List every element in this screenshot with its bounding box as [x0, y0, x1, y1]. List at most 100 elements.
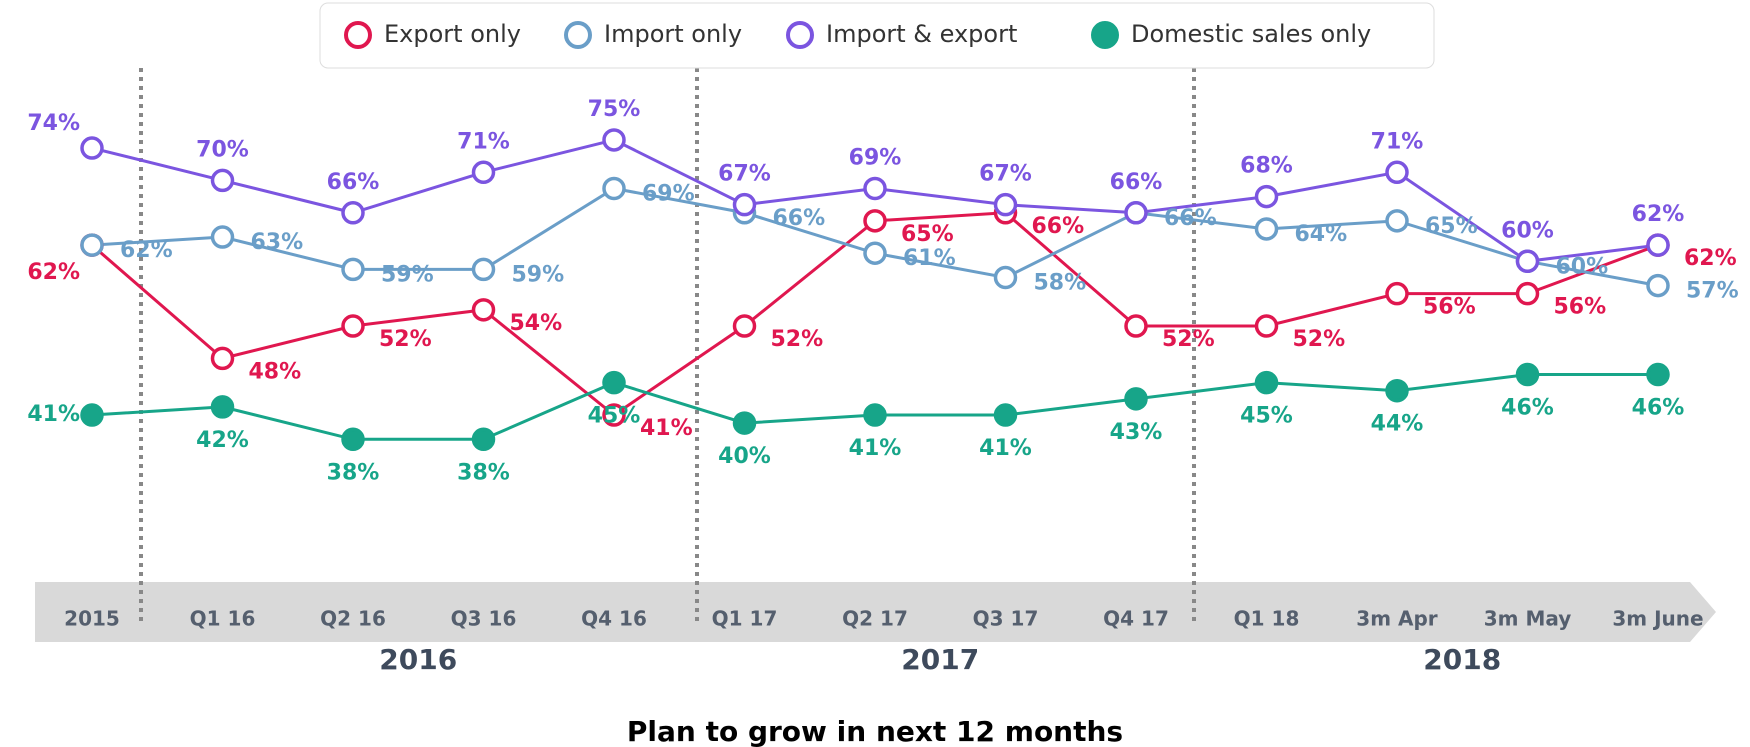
data-label: 62% — [1684, 246, 1737, 271]
x-tick-label: Q1 18 — [1234, 607, 1300, 631]
data-point — [1646, 233, 1670, 257]
data-point — [1646, 362, 1670, 387]
data-label: 75% — [588, 97, 641, 122]
data-label: 43% — [1110, 420, 1163, 445]
data-label: 59% — [381, 262, 434, 287]
x-tick-label: 3m Apr — [1356, 607, 1438, 631]
data-point — [1515, 249, 1540, 274]
data-label: 63% — [251, 230, 304, 255]
data-point — [471, 427, 496, 452]
data-label: 41% — [979, 436, 1032, 461]
data-label: 52% — [379, 327, 432, 352]
data-point — [210, 346, 235, 371]
data-label: 69% — [642, 181, 695, 206]
x-tick-label: Q1 17 — [712, 607, 778, 631]
x-tick-label: 3m May — [1484, 607, 1572, 631]
data-label: 69% — [849, 145, 902, 170]
data-label: 62% — [120, 238, 173, 263]
data-label: 52% — [1293, 327, 1346, 352]
data-label: 67% — [979, 162, 1032, 187]
data-point — [993, 192, 1018, 217]
data-label: 74% — [27, 111, 80, 136]
group-label: 2017 — [901, 643, 979, 676]
data-point — [471, 160, 496, 185]
legend — [319, 2, 1435, 69]
legend-marker — [564, 21, 592, 49]
data-point — [471, 298, 496, 322]
data-label: 38% — [457, 460, 510, 485]
data-label: 57% — [1686, 279, 1739, 304]
x-tick-label: Q2 16 — [320, 607, 386, 631]
data-point — [1124, 387, 1148, 411]
data-point — [210, 395, 235, 419]
data-label: 59% — [512, 262, 565, 287]
data-point — [1646, 273, 1670, 298]
data-point — [210, 168, 235, 193]
data-label: 70% — [196, 137, 249, 162]
data-label: 71% — [1371, 129, 1424, 154]
data-point — [602, 176, 626, 201]
x-tick-label: Q2 17 — [842, 607, 908, 631]
data-label: 45% — [588, 404, 641, 429]
data-point — [341, 427, 365, 452]
data-label: 52% — [1162, 327, 1215, 352]
legend-marker — [1091, 21, 1119, 49]
data-label: 40% — [718, 444, 771, 469]
data-point — [1124, 201, 1148, 225]
data-label: 56% — [1423, 295, 1476, 320]
data-point — [80, 233, 104, 257]
data-point — [732, 411, 757, 435]
data-label: 48% — [249, 359, 302, 384]
data-label: 60% — [1556, 254, 1609, 279]
data-point — [1385, 160, 1409, 185]
data-label: 52% — [771, 327, 824, 352]
data-point — [1515, 362, 1540, 387]
data-label: 66% — [327, 170, 380, 195]
data-point — [1385, 378, 1409, 403]
data-point — [1385, 209, 1409, 233]
data-point — [1385, 281, 1409, 306]
data-point — [863, 403, 887, 427]
chart-title: Plan to grow in next 12 months — [627, 715, 1123, 747]
x-tick-label: Q1 16 — [190, 607, 256, 631]
data-label: 67% — [718, 162, 771, 187]
data-point — [1515, 281, 1540, 306]
data-point — [993, 265, 1018, 290]
data-point — [1254, 184, 1279, 209]
data-label: 66% — [1164, 206, 1217, 231]
data-point — [732, 314, 757, 338]
series-line — [91, 186, 1659, 288]
legend-label: Domestic sales only — [1131, 20, 1371, 48]
data-point — [341, 257, 365, 282]
data-point — [1254, 370, 1279, 395]
data-label: 65% — [1425, 214, 1478, 239]
data-label: 71% — [457, 129, 510, 154]
data-point — [471, 257, 496, 282]
data-point — [602, 403, 626, 427]
x-tick-label: Q4 16 — [581, 607, 647, 631]
data-label: 38% — [327, 460, 380, 485]
data-label: 65% — [901, 222, 954, 247]
legend-label: Import & export — [826, 20, 1017, 48]
data-label: 41% — [640, 416, 693, 441]
data-point — [210, 225, 235, 249]
data-label: 44% — [1371, 412, 1424, 437]
x-tick-label: Q4 17 — [1103, 607, 1169, 631]
legend-label: Export only — [384, 20, 521, 48]
data-point — [1254, 314, 1279, 338]
data-point — [341, 314, 365, 338]
legend-marker — [786, 21, 814, 49]
data-point — [341, 201, 365, 225]
data-label: 66% — [1110, 170, 1163, 195]
group-label: 2016 — [379, 643, 457, 676]
data-label: 54% — [510, 311, 563, 336]
data-point — [602, 370, 626, 395]
x-tick-label: 2015 — [64, 607, 120, 631]
data-label: 68% — [1240, 154, 1293, 179]
data-label: 42% — [196, 428, 249, 453]
x-tick-label: 3m June — [1612, 607, 1703, 631]
data-label: 41% — [849, 436, 902, 461]
x-tick-label: Q3 17 — [973, 607, 1039, 631]
data-label: 58% — [1034, 270, 1087, 295]
